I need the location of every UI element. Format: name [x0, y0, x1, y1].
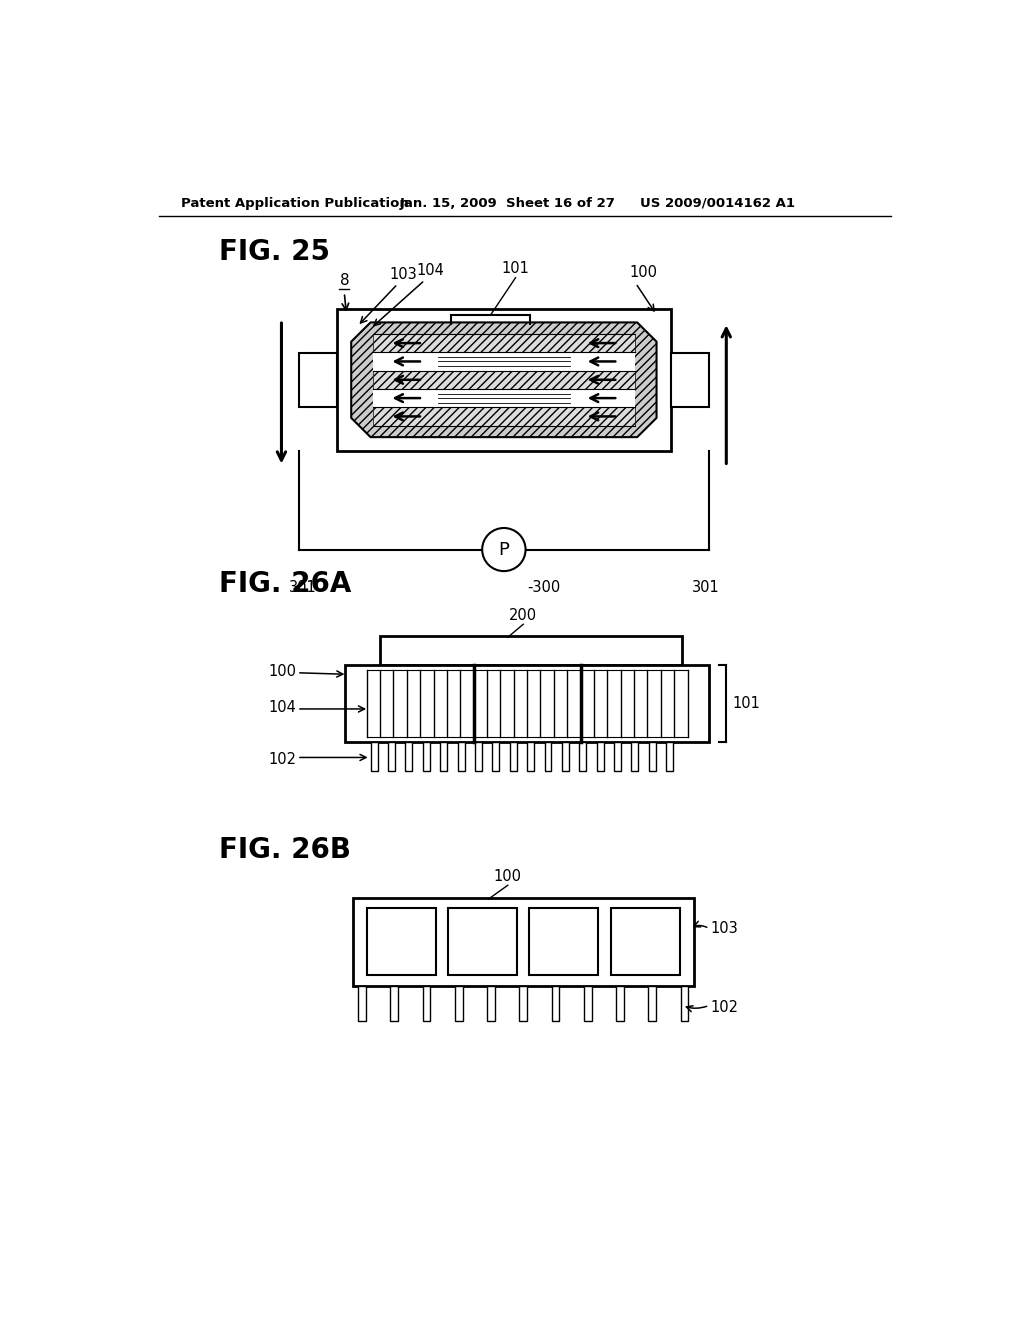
Bar: [667, 742, 673, 771]
Bar: [632, 742, 639, 771]
Text: 301: 301: [691, 581, 719, 595]
Bar: [373, 371, 635, 389]
Bar: [373, 408, 635, 425]
Text: 100: 100: [630, 265, 657, 280]
Text: Jan. 15, 2009  Sheet 16 of 27: Jan. 15, 2009 Sheet 16 of 27: [399, 197, 615, 210]
Bar: [373, 334, 635, 352]
Bar: [352, 898, 693, 986]
Bar: [671, 352, 710, 407]
Bar: [345, 665, 367, 742]
Text: 100: 100: [268, 664, 296, 678]
Bar: [345, 665, 710, 742]
Bar: [545, 742, 552, 771]
Text: Patent Application Publication: Patent Application Publication: [180, 197, 409, 210]
Bar: [449, 908, 517, 975]
Bar: [460, 908, 516, 975]
Bar: [423, 742, 430, 771]
Bar: [527, 742, 535, 771]
Bar: [380, 636, 682, 665]
Bar: [337, 309, 671, 451]
Bar: [493, 742, 500, 771]
Bar: [371, 742, 378, 771]
Bar: [487, 986, 495, 1020]
Bar: [406, 742, 413, 771]
Text: US 2009/0014162 A1: US 2009/0014162 A1: [640, 197, 795, 210]
Text: 102: 102: [711, 1001, 738, 1015]
Text: 101: 101: [502, 261, 529, 276]
Text: 101: 101: [732, 696, 761, 711]
Bar: [562, 742, 569, 771]
Text: 102: 102: [268, 751, 296, 767]
Text: 104: 104: [417, 263, 444, 277]
Bar: [345, 665, 367, 742]
Bar: [687, 665, 710, 742]
Bar: [352, 898, 693, 986]
Bar: [687, 665, 710, 742]
Bar: [580, 742, 587, 771]
Bar: [510, 742, 517, 771]
Bar: [423, 986, 430, 1020]
Text: 103: 103: [389, 267, 417, 281]
Text: FIG. 26A: FIG. 26A: [219, 570, 352, 598]
Text: 100: 100: [494, 869, 522, 884]
Text: FIG. 26B: FIG. 26B: [219, 836, 351, 865]
Bar: [358, 986, 366, 1020]
Bar: [455, 986, 463, 1020]
Bar: [475, 742, 482, 771]
Bar: [681, 986, 688, 1020]
Bar: [616, 986, 624, 1020]
Bar: [611, 908, 680, 975]
Text: 200: 200: [509, 607, 538, 623]
Bar: [369, 908, 438, 975]
Bar: [648, 986, 656, 1020]
Bar: [538, 908, 594, 975]
Bar: [529, 908, 598, 975]
Bar: [390, 986, 398, 1020]
Text: -300: -300: [527, 581, 560, 595]
Bar: [614, 908, 678, 975]
Bar: [584, 986, 592, 1020]
Text: 104: 104: [268, 700, 296, 715]
Bar: [373, 334, 635, 425]
Circle shape: [482, 528, 525, 572]
Bar: [597, 742, 604, 771]
Bar: [440, 742, 447, 771]
Bar: [367, 908, 435, 975]
Polygon shape: [351, 322, 656, 437]
Bar: [458, 742, 465, 771]
Bar: [299, 352, 337, 407]
Text: 103: 103: [711, 921, 738, 936]
Bar: [388, 742, 395, 771]
Bar: [519, 986, 527, 1020]
Text: 8: 8: [340, 273, 350, 288]
Bar: [552, 986, 559, 1020]
Bar: [649, 742, 655, 771]
Text: P: P: [499, 541, 509, 558]
Bar: [614, 742, 622, 771]
Text: FIG. 25: FIG. 25: [219, 238, 331, 265]
Text: 301: 301: [289, 581, 316, 595]
